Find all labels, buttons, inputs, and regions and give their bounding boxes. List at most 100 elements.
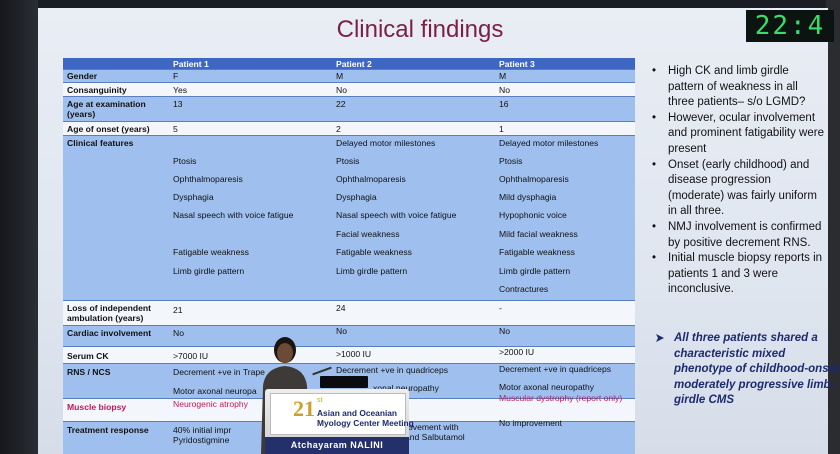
podium-monitor (320, 376, 368, 388)
header-patient-3: Patient 3 (499, 59, 535, 69)
cell-p3: >2000 IU (499, 347, 535, 357)
feature-p2: Fatigable weakness (336, 247, 412, 257)
clinical-findings-table: Patient 1 Patient 2 Patient 3 Gender F M… (63, 58, 635, 454)
bullet-item: Initial muscle biopsy reports in patient… (650, 251, 826, 298)
cell-p1: Pyridostigmine (173, 435, 230, 445)
table-row: Consanguinity Yes No No (63, 83, 635, 97)
meeting-name-line-2: Myology Center Meeting (317, 418, 414, 428)
row-label: Consanguinity (67, 85, 127, 95)
cell-p1: 21 (173, 305, 183, 315)
cell-p3: Decrement +ve in quadriceps (499, 364, 612, 374)
table-header-row: Patient 1 Patient 2 Patient 3 (63, 58, 635, 70)
row-label: Serum CK (67, 351, 109, 361)
feature-p1: Dysphagia (173, 192, 214, 202)
feature-p2: Facial weakness (336, 229, 400, 239)
cell-p2: No (336, 85, 347, 95)
cell-p2: ovement with (408, 422, 459, 432)
timer-display: 22:4 (746, 10, 834, 42)
cell-p2: >1000 IU (336, 349, 372, 359)
cell-p3: No (499, 85, 510, 95)
table-row: Serum CK >7000 IU >1000 IU >2000 IU (63, 347, 635, 364)
cell-p1: 40% initial impr (173, 425, 232, 435)
cell-p3: Motor axonal neuropathy (499, 382, 595, 392)
slide-title: Clinical findings (336, 16, 504, 43)
meeting-suffix: st (317, 397, 323, 404)
bullet-item: NMJ involvement is confirmed by positive… (650, 220, 826, 251)
cell-p3: M (499, 71, 507, 81)
meeting-name-line-1: Asian and Oceanian (317, 408, 398, 418)
feature-p2: Delayed motor milestones (336, 138, 436, 148)
cell-p1: Yes (173, 85, 188, 95)
cell-p2: 24 (336, 303, 346, 313)
cell-p2: 22 (336, 99, 346, 109)
cell-p3: No (499, 326, 510, 336)
feature-p3: Contractures (499, 284, 549, 294)
arrow-bullet-icon (656, 334, 664, 342)
row-label: Cardiac involvement (67, 328, 152, 338)
header-patient-2: Patient 2 (336, 59, 372, 69)
room-wall-right (826, 0, 840, 454)
cell-p3: No improvement (499, 418, 563, 428)
cell-p2: 2 (336, 124, 341, 134)
row-label-biopsy: Muscle biopsy (67, 402, 127, 412)
row-label: Age of onset (years) (67, 124, 150, 134)
cell-p1: F (173, 71, 179, 81)
cell-p2: Decrement +ve in quadriceps (336, 365, 449, 375)
feature-p2: Dysphagia (336, 192, 377, 202)
row-label: RNS / NCS (67, 367, 111, 377)
feature-p2: Ophthalmoparesis (336, 174, 406, 184)
bullet-item: High CK and limb girdle pattern of weakn… (650, 64, 826, 111)
row-label: Treatment response (67, 425, 149, 435)
summary-text: All three patients shared a characterist… (674, 332, 840, 407)
findings-bullet-list: High CK and limb girdle pattern of weakn… (650, 64, 826, 298)
feature-p1: Nasal speech with voice fatigue (173, 210, 294, 220)
feature-p3: Mild facial weakness (499, 229, 578, 239)
summary-statement: All three patients shared a characterist… (654, 331, 840, 409)
table-row: Age of onset (years) 5 2 1 (63, 122, 635, 136)
row-label: Clinical features (67, 138, 134, 148)
feature-p3: Hypophonic voice (499, 210, 567, 220)
feature-p1: Ptosis (173, 156, 197, 166)
feature-p1: Fatigable weakness (173, 247, 249, 257)
cell-p1: Motor axonal neuropa (173, 386, 257, 396)
feature-p3: Delayed motor milestones (499, 138, 599, 148)
cell-p2: No (336, 326, 347, 336)
cell-p1: >7000 IU (173, 351, 209, 361)
cell-p1: Decrement +ve in Trape (173, 367, 265, 377)
room-wall-left (0, 0, 38, 454)
feature-p2: Nasal speech with voice fatigue (336, 210, 457, 220)
feature-p1: Limb girdle pattern (173, 266, 245, 276)
feature-p3: Limb girdle pattern (499, 266, 571, 276)
row-label: Gender (67, 71, 98, 81)
speaker-name-plate: Atchayaram NALINI (265, 437, 409, 454)
feature-p3: Fatigable weakness (499, 247, 575, 257)
cell-p1: No (173, 328, 184, 338)
row-label: Loss of independent ambulation (years) (67, 303, 152, 323)
row-label: Age at examination (years) (67, 99, 146, 119)
cell-p1: 5 (173, 124, 178, 134)
cell-p1: 13 (173, 99, 183, 109)
feature-p2: Limb girdle pattern (336, 266, 408, 276)
podium-logo: 21 st Asian and Oceanian Myology Center … (270, 393, 414, 435)
cell-p3: Muscular dystrophy (report only) (499, 393, 623, 403)
table-row: Age at examination (years) 13 22 16 (63, 97, 635, 122)
header-patient-1: Patient 1 (173, 59, 209, 69)
bullet-item: Onset (early childhood) and disease prog… (650, 158, 826, 220)
podium: 21 st Asian and Oceanian Myology Center … (265, 389, 414, 454)
table-row: Cardiac involvement No No No (63, 326, 635, 347)
cell-p2: xonal neuropathy (373, 383, 439, 393)
cell-p3: 1 (499, 124, 504, 134)
cell-p3: 16 (499, 99, 509, 109)
feature-p3: Mild dysphagia (499, 192, 557, 202)
feature-p3: Ophthalmoparesis (499, 174, 569, 184)
meeting-number: 21 (293, 396, 315, 421)
table-row: Loss of independent ambulation (years) 2… (63, 301, 635, 326)
feature-p3: Ptosis (499, 156, 523, 166)
bullet-item: However, ocular involvement and prominen… (650, 111, 826, 158)
cell-p3: - (499, 303, 502, 313)
cell-p2: ne and Salbutamol (393, 432, 465, 442)
feature-p2: Ptosis (336, 156, 360, 166)
feature-p1: Ophthalmoparesis (173, 174, 243, 184)
cell-p1: Neurogenic atrophy (173, 399, 249, 409)
table-row-clinical-features: Clinical features Ptosis Ophthalmoparesi… (63, 136, 635, 301)
